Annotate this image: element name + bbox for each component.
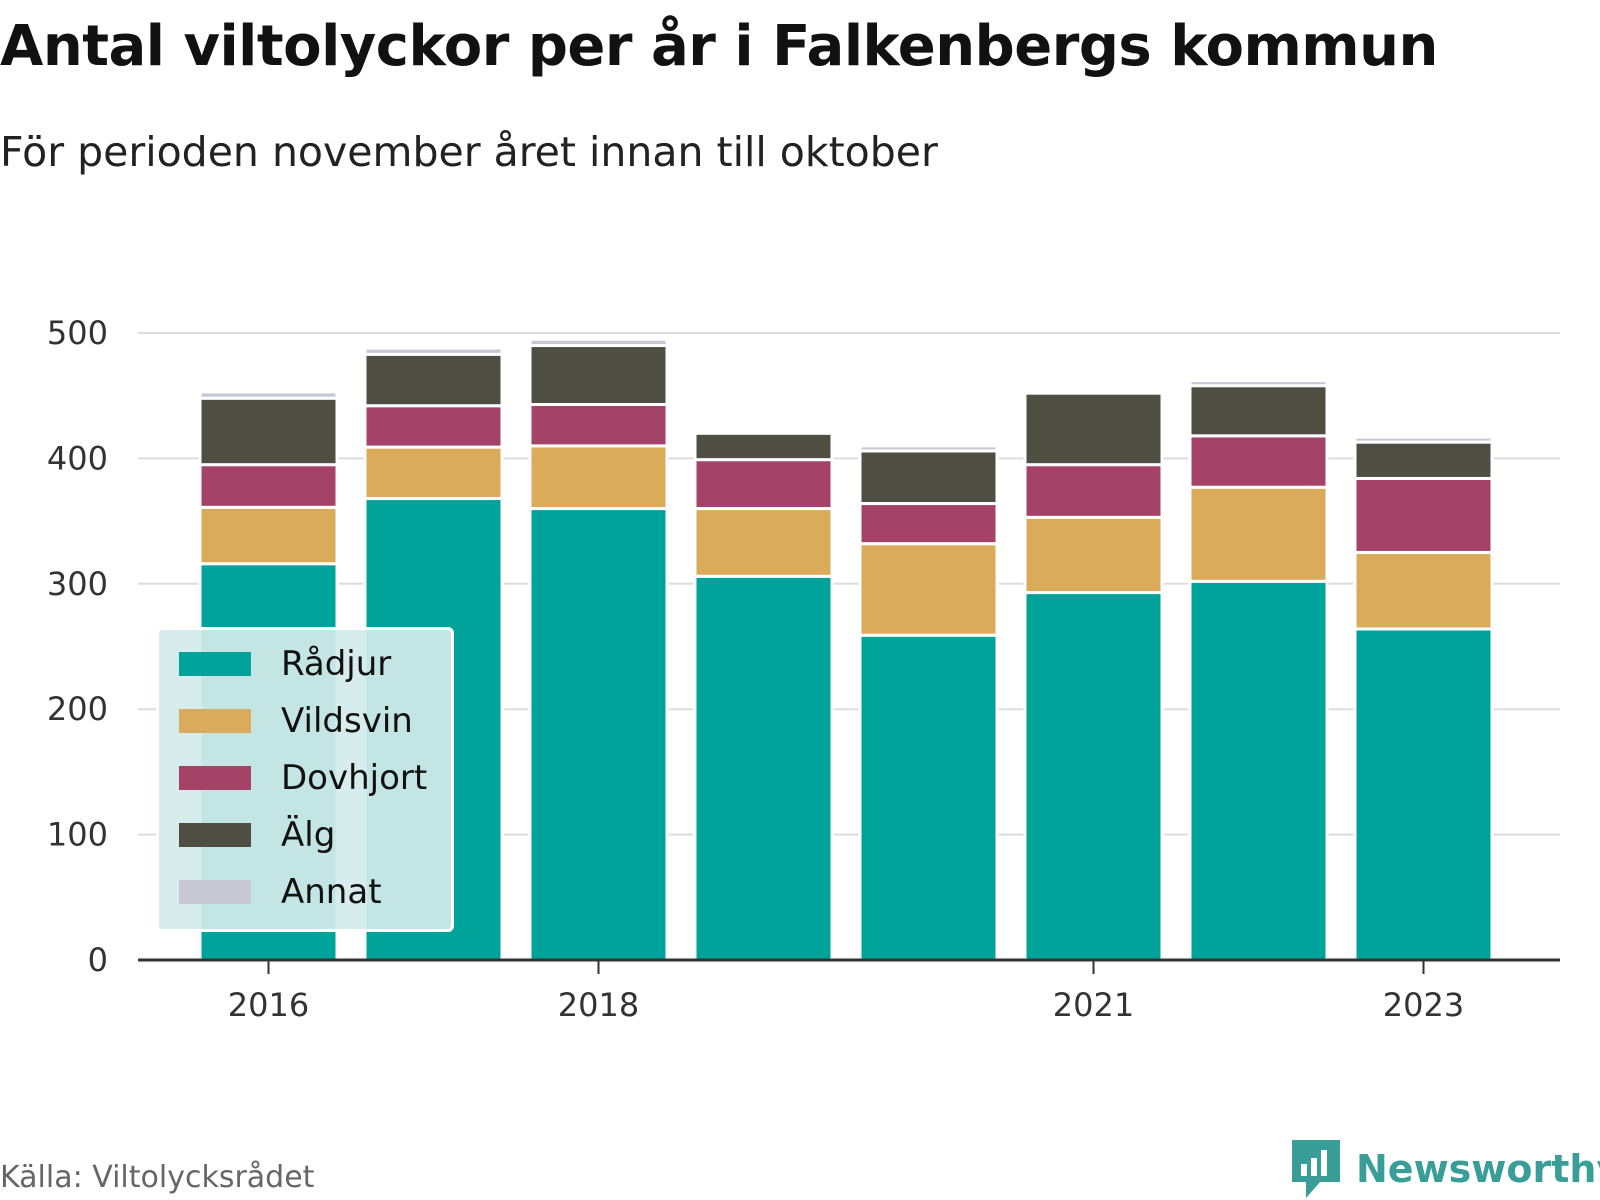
legend-item: Annat: [179, 872, 382, 912]
bar-stack-2020: [858, 444, 999, 962]
legend-label: Dovhjort: [281, 758, 428, 798]
legend: Rådjur Vildsvin Dovhjort Älg Annat: [156, 627, 454, 932]
bar-segment-dovhjort: [363, 404, 504, 449]
bar-segment-dovhjort: [1023, 463, 1164, 519]
bar-segment-annat: [1353, 435, 1494, 444]
y-tick-label: 200: [47, 690, 108, 728]
bar-segment-älg: [1188, 384, 1329, 438]
bar-segment-vildsvin: [363, 445, 504, 501]
bar-stack-2023: [1353, 435, 1494, 962]
bar-segment-dovhjort: [198, 463, 339, 509]
y-tick-label: 500: [47, 314, 108, 352]
bar-segment-dovhjort: [693, 458, 834, 511]
bar-segment-annat: [1188, 379, 1329, 388]
legend-item: Vildsvin: [179, 701, 413, 741]
bar-segment-dovhjort: [1353, 476, 1494, 554]
bar-segment-annat: [363, 346, 504, 356]
y-tick-label: 0: [88, 941, 108, 979]
legend-label: Rådjur: [281, 644, 392, 684]
x-tick-label: 2016: [228, 986, 309, 1024]
bar-segment-vildsvin: [1353, 550, 1494, 631]
bar-stack-2019: [693, 431, 834, 962]
chart-title: Antal viltolyckor per år i Falkenbergs k…: [0, 14, 1438, 79]
bar-segment-rådjur: [858, 633, 999, 962]
chart-subtitle: För perioden november året innan till ok…: [0, 128, 938, 176]
legend-item: Rådjur: [179, 644, 391, 684]
y-axis-tick-labels: 0 100 200 300 400 500: [47, 314, 108, 979]
legend-label: Vildsvin: [281, 701, 413, 741]
bar-segment-rådjur: [1353, 627, 1494, 962]
bar-segment-älg: [858, 449, 999, 506]
y-tick-label: 300: [47, 565, 108, 603]
bar-segment-vildsvin: [1023, 515, 1164, 595]
bar-segment-dovhjort: [528, 402, 669, 448]
bar-segment-annat: [198, 390, 339, 400]
bar-segment-annat: [528, 337, 669, 348]
bar-segment-rådjur: [1188, 579, 1329, 962]
x-tick-label: 2018: [558, 986, 639, 1024]
legend-label: Älg: [281, 815, 336, 855]
source-note: Källa: Viltolycksrådet: [0, 1160, 315, 1195]
newsworthy-logo-icon: [1292, 1140, 1340, 1198]
bar-segment-älg: [1023, 391, 1164, 467]
bar-segment-annat: [858, 444, 999, 453]
bar-segment-älg: [693, 431, 834, 462]
legend-swatch: [179, 766, 251, 790]
legend-label: Annat: [281, 872, 382, 912]
legend-swatch: [179, 880, 251, 904]
legend-item: Älg: [179, 815, 335, 855]
bar-segment-älg: [1353, 440, 1494, 480]
bar-stack-2021: [1023, 391, 1164, 962]
bar-segment-dovhjort: [1188, 434, 1329, 489]
bar-segment-vildsvin: [528, 444, 669, 511]
bar-segment-vildsvin: [198, 505, 339, 566]
brand-name: Newsworthy: [1356, 1147, 1600, 1191]
bar-segment-vildsvin: [1188, 485, 1329, 583]
bar-segment-rådjur: [528, 507, 669, 962]
bar-segment-vildsvin: [858, 542, 999, 637]
brand-logo: Newsworthy: [1290, 1138, 1600, 1200]
legend-swatch: [179, 709, 251, 733]
bar-stack-2018: [528, 337, 669, 962]
bar-segment-rådjur: [693, 574, 834, 962]
bar-segment-älg: [363, 352, 504, 408]
bar-segment-älg: [528, 344, 669, 406]
bar-segment-rådjur: [1023, 591, 1164, 962]
legend-swatch: [179, 652, 251, 676]
x-tick-label: 2021: [1053, 986, 1134, 1024]
bar-stack-2022: [1188, 379, 1329, 962]
bar-segment-vildsvin: [693, 507, 834, 578]
legend-item: Dovhjort: [179, 758, 427, 798]
bar-segment-dovhjort: [858, 502, 999, 546]
bar-segment-älg: [198, 396, 339, 467]
y-tick-label: 100: [47, 816, 108, 854]
x-axis: 2016 2018 2021 2023: [138, 958, 1560, 1024]
legend-swatch: [179, 823, 251, 847]
x-tick-label: 2023: [1383, 986, 1464, 1024]
y-tick-label: 400: [47, 439, 108, 477]
